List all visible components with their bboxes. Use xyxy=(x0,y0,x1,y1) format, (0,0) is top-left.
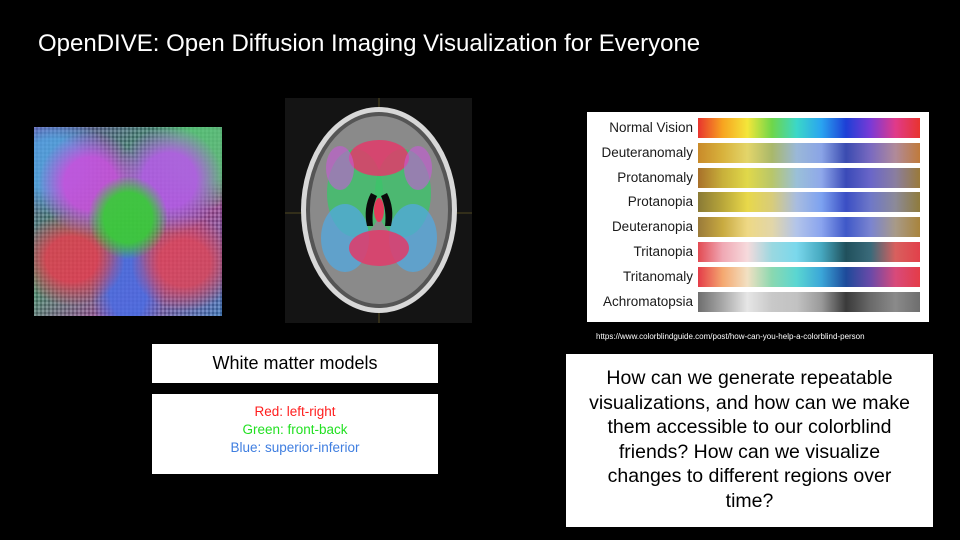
colorblind-row-label: Achromatopsia xyxy=(602,293,693,309)
question-box: How can we generate repeatable visualiza… xyxy=(566,354,933,527)
colorblind-spectrum-bar xyxy=(698,291,920,312)
colorblind-spectrum-chart: Normal Vision Deuteranomaly Protanomaly Pro… xyxy=(587,112,929,322)
colorblind-spectrum-bar xyxy=(698,118,920,138)
white-matter-models-box: White matter models xyxy=(152,344,438,383)
colorblind-row-label: Tritanopia xyxy=(633,244,693,259)
colorblind-spectrum-bar xyxy=(698,217,920,238)
slide-title: OpenDIVE: Open Diffusion Imaging Visuali… xyxy=(38,30,701,57)
colorblind-row: Normal Vision xyxy=(587,118,929,138)
colorblind-row: Protanopia xyxy=(587,192,929,213)
legend-red: Red: left-right xyxy=(254,404,336,419)
question-text: How can we generate repeatable visualiza… xyxy=(589,367,910,512)
legend-blue: Blue: superior-inferior xyxy=(230,440,360,455)
brain-dti-image xyxy=(285,98,472,323)
colorblind-spectrum-bar xyxy=(698,242,920,262)
white-matter-models-label: White matter models xyxy=(212,353,378,373)
colorblind-row: Tritanopia xyxy=(587,242,929,262)
colorblind-row-label: Protanopia xyxy=(627,194,693,210)
colorblind-row: Protanomaly xyxy=(587,167,929,188)
colorblind-row-label: Protanomaly xyxy=(617,169,693,185)
color-direction-legend: Red: left-right Green: front-back Blue: … xyxy=(152,394,438,474)
colorblind-row-label: Normal Vision xyxy=(609,120,693,135)
colorblind-spectrum-bar xyxy=(698,266,920,287)
fiber-orientation-image xyxy=(34,127,222,316)
colorblind-row: Deuteranopia xyxy=(587,217,929,238)
legend-green: Green: front-back xyxy=(242,422,348,437)
colorblind-row-label: Deuteranomaly xyxy=(601,144,693,160)
colorblind-spectrum-bar xyxy=(698,192,920,213)
source-url: https://www.colorblindguide.com/post/how… xyxy=(596,332,865,341)
colorblind-row: Tritanomaly xyxy=(587,266,929,287)
colorblind-row: Achromatopsia xyxy=(587,291,929,312)
colorblind-row-label: Deuteranopia xyxy=(611,219,693,235)
brain-dti-svg xyxy=(285,98,472,323)
colorblind-row-label: Tritanomaly xyxy=(622,268,693,284)
colorblind-spectrum-bar xyxy=(698,142,920,163)
colorblind-row: Deuteranomaly xyxy=(587,142,929,163)
colorblind-spectrum-bar xyxy=(698,167,920,188)
